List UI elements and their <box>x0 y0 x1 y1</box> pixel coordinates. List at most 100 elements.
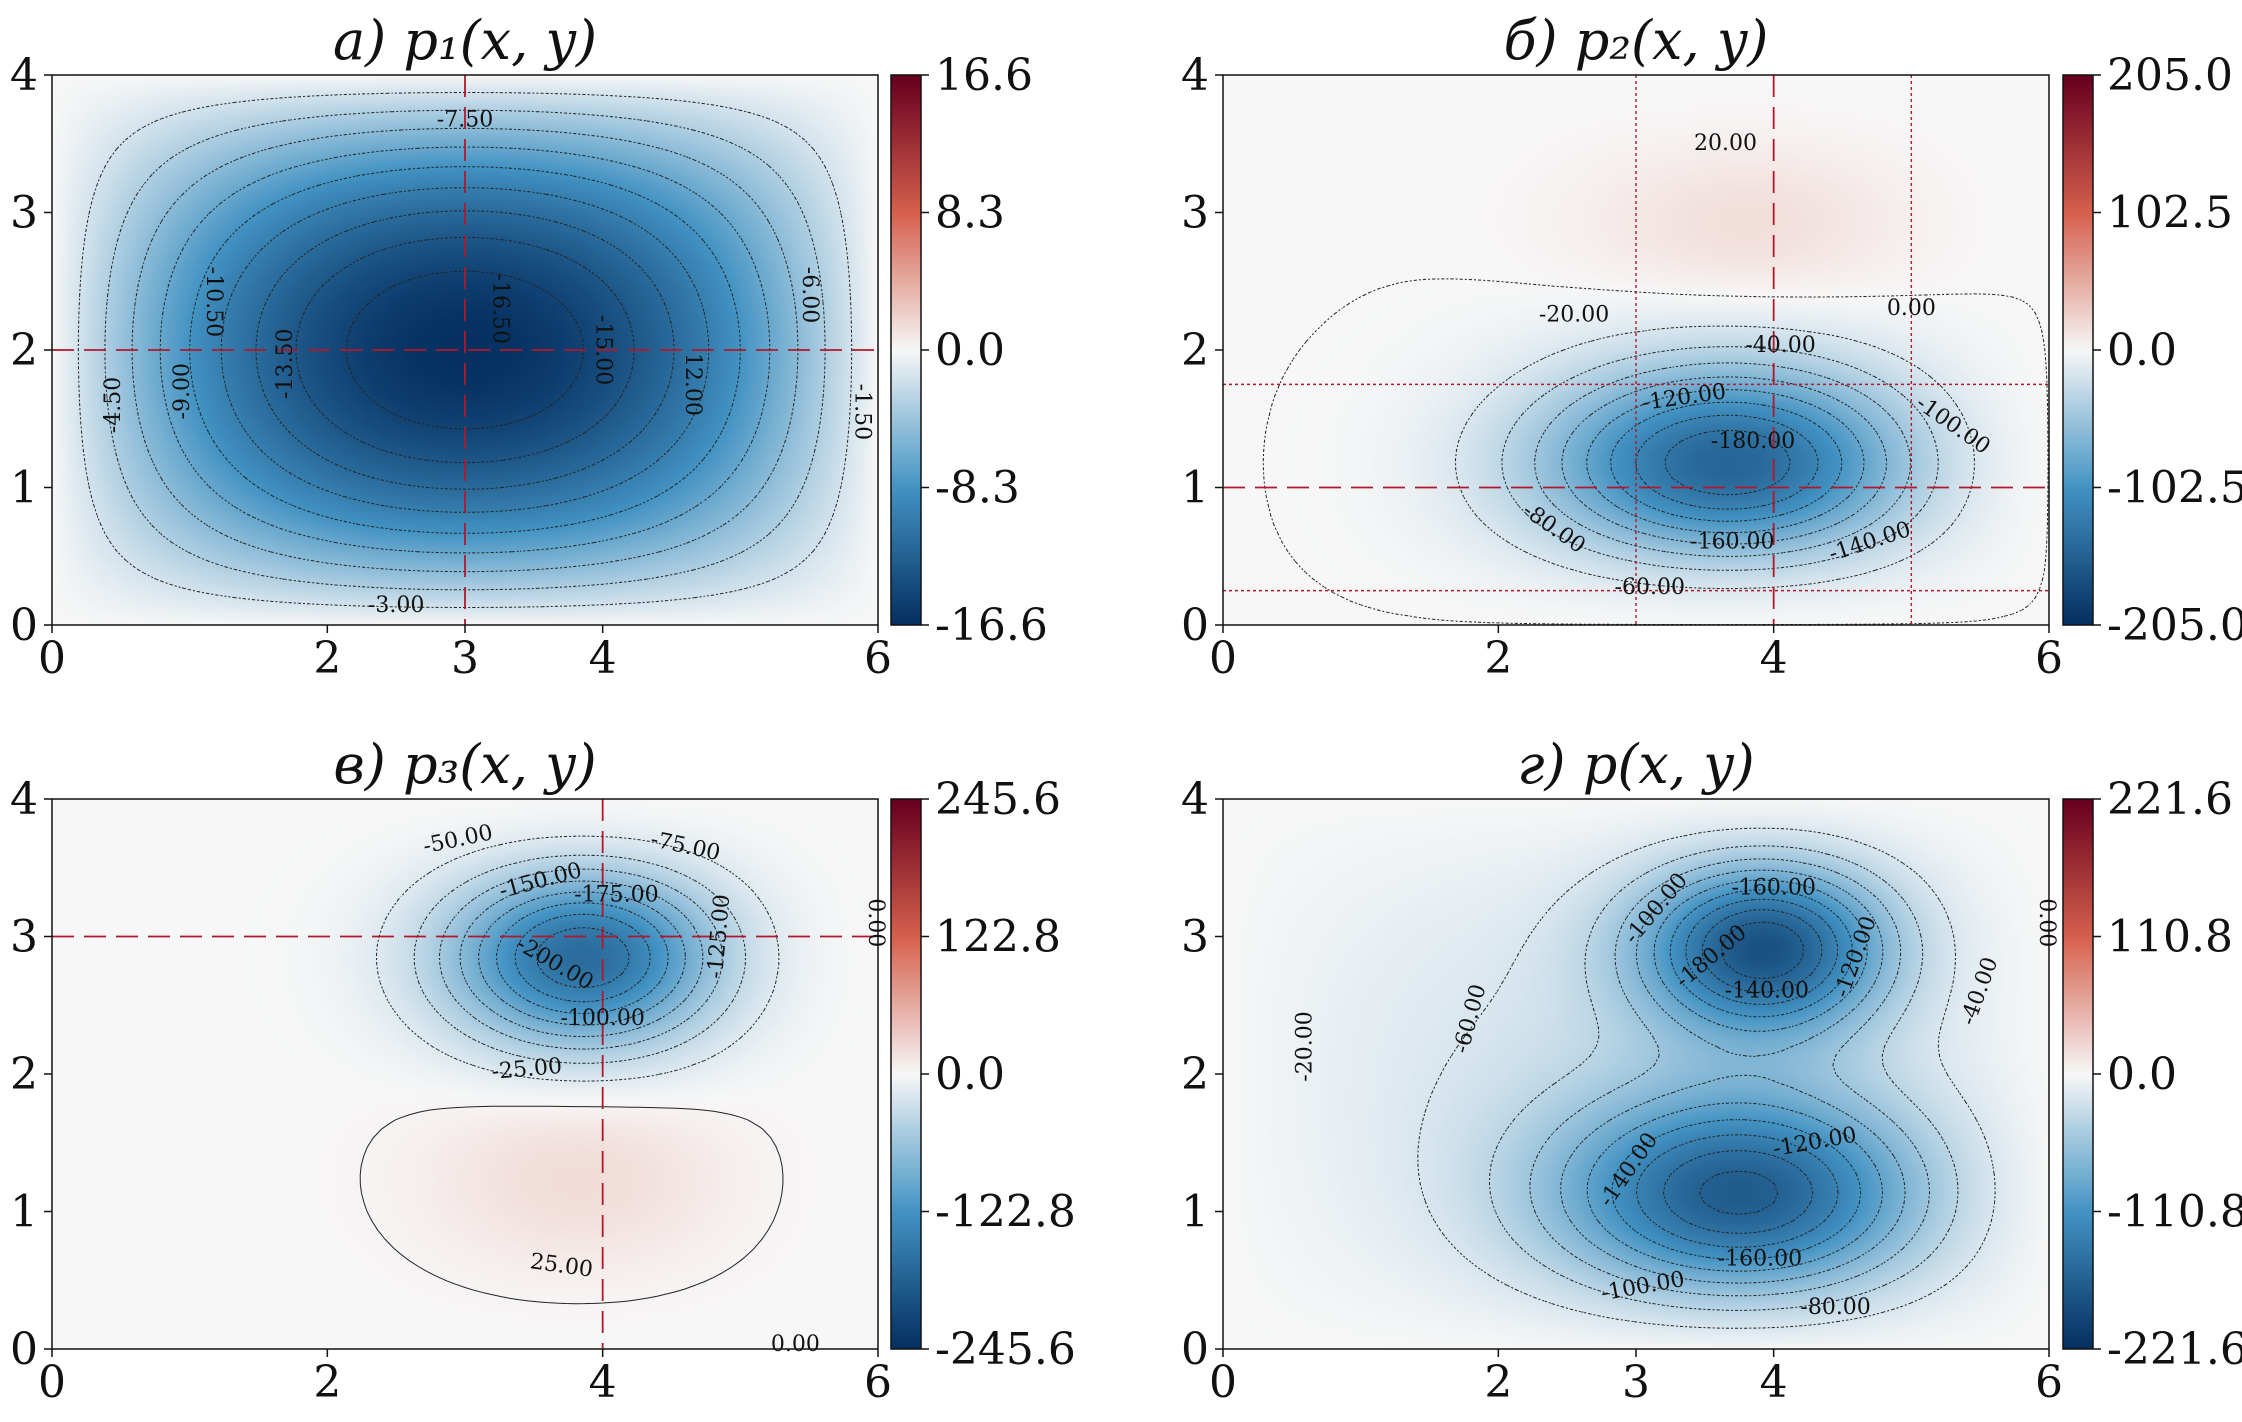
contour-line <box>459 880 704 1038</box>
colorbar-tick-label: 16.6 <box>935 50 1033 101</box>
y-tick-label: 4 <box>10 774 38 825</box>
y-tick-label: 4 <box>1181 774 1209 825</box>
contour-label: -160.00 <box>1731 875 1815 900</box>
colorbar-tick-label: -205.0 <box>2107 600 2242 651</box>
contour-line <box>359 1105 784 1305</box>
y-tick-label: 3 <box>1181 188 1209 239</box>
contour-label: 0.00 <box>771 1332 820 1357</box>
contour-label: -140.00 <box>1725 979 1809 1004</box>
contour-label: -100.00 <box>560 1006 644 1031</box>
x-tick-label: 0 <box>38 633 66 684</box>
contour-label: -16.50 <box>487 274 512 344</box>
contour-line <box>77 92 853 608</box>
contour-line <box>413 854 746 1064</box>
contour-line <box>1663 909 1823 1234</box>
contour-line <box>220 187 710 513</box>
contour-line <box>1586 879 1884 1272</box>
panel-c: -50.00 -75.00-150.00-175.00 -125.00-200.00… <box>10 733 1076 1408</box>
contour-line <box>439 868 723 1050</box>
x-tick-label: 0 <box>1209 1357 1237 1408</box>
contour-label: -20.00 <box>1293 1011 1318 1081</box>
y-tick-label: 1 <box>1181 463 1209 514</box>
y-tick-label: 0 <box>1181 600 1209 651</box>
x-tick-label: 3 <box>451 633 479 684</box>
colorbar-tick-label: -102.5 <box>2107 463 2242 514</box>
contour-label: -10.50 <box>201 267 226 337</box>
contour-line <box>1611 889 1862 1260</box>
colorbar-tick-label: 0.0 <box>935 1049 1005 1100</box>
contour-line <box>1501 346 1939 571</box>
heatmap-d <box>1223 799 2049 1349</box>
contour-label: 12.00 <box>680 353 705 416</box>
x-tick-label: 4 <box>1760 633 1788 684</box>
contour-label: -9.00 <box>170 363 195 419</box>
contour-line <box>1561 376 1887 545</box>
colorbar-tick-label: 245.6 <box>935 774 1061 825</box>
colorbar <box>891 75 921 625</box>
y-tick-label: 0 <box>1181 1324 1209 1375</box>
contour-line <box>1586 389 1865 534</box>
contour-line <box>536 927 630 988</box>
heatmap-c <box>52 799 878 1349</box>
contour-label: 0.00 <box>863 898 888 947</box>
colorbar-tick-label: -245.6 <box>935 1324 1076 1375</box>
panel-a: -7.50 -3.00 -4.50 -9.00 -10.50 -13.50 -16.50 -1… <box>10 9 1048 684</box>
contour-line <box>295 236 635 464</box>
x-tick-label: 6 <box>2035 633 2063 684</box>
y-tick-label: 2 <box>10 1049 38 1100</box>
contour-label: -7.50 <box>437 107 493 132</box>
colorbar-tick-label: 110.8 <box>2107 912 2233 963</box>
colorbar-tick-label: -8.3 <box>935 463 1020 514</box>
panel-title: б) p₂(x, y) <box>1504 9 1769 72</box>
contour-line <box>496 902 669 1015</box>
y-tick-label: 2 <box>1181 325 1209 376</box>
contour-line <box>1636 898 1839 1248</box>
y-tick-label: 0 <box>10 1324 38 1375</box>
x-tick-label: 0 <box>38 1357 66 1408</box>
contour-line <box>376 835 780 1082</box>
panel-d: -100.00 -160.00-180.00 -120.00-140.00 -40.0… <box>1181 733 2242 1408</box>
contour-line <box>1529 858 1930 1297</box>
contour-label: 0.00 <box>1887 296 1936 321</box>
colorbar-tick-label: -16.6 <box>935 600 1048 651</box>
colorbar <box>891 799 921 1349</box>
contour-label: -25.00 <box>491 1054 563 1085</box>
contour-label: -60.00 <box>1615 575 1685 600</box>
panel-title: в) p₃(x, y) <box>333 733 596 796</box>
y-tick-label: 2 <box>1181 1049 1209 1100</box>
colorbar-tick-label: 122.8 <box>935 912 1061 963</box>
contour-line <box>1534 362 1911 557</box>
heatmap-b <box>1223 75 2049 625</box>
panel-title: г) p(x, y) <box>1517 733 1755 796</box>
contour-line <box>1560 869 1906 1284</box>
y-tick-label: 1 <box>1181 1187 1209 1238</box>
y-tick-label: 3 <box>10 912 38 963</box>
x-tick-label: 4 <box>1760 1357 1788 1408</box>
colorbar <box>2063 75 2093 625</box>
contour-label: -80.00 <box>1800 1295 1870 1320</box>
contour-line <box>1455 325 1975 590</box>
colorbar-tick-label: -221.6 <box>2107 1324 2242 1375</box>
contour-label: -4.50 <box>101 377 126 433</box>
y-tick-label: 1 <box>10 463 38 514</box>
y-tick-label: 3 <box>10 188 38 239</box>
colorbar-tick-label: 221.6 <box>2107 774 2233 825</box>
x-tick-label: 6 <box>2035 1357 2063 1408</box>
contour-label: -160.00 <box>1690 530 1774 555</box>
contour-label: 20.00 <box>1694 131 1757 156</box>
contour-line <box>514 913 651 1003</box>
contour-label: -180.00 <box>1711 429 1795 454</box>
contour-line <box>104 109 826 591</box>
x-tick-label: 2 <box>313 1357 341 1408</box>
contour-line <box>1610 401 1843 522</box>
x-tick-label: 2 <box>1484 633 1512 684</box>
colorbar <box>2063 799 2093 1349</box>
x-tick-label: 2 <box>1484 1357 1512 1408</box>
contour-label: -6.00 <box>797 267 822 323</box>
contour-line <box>1699 921 1804 1215</box>
y-tick-label: 4 <box>10 50 38 101</box>
colorbar-tick-label: -110.8 <box>2107 1187 2242 1238</box>
x-tick-label: 4 <box>589 1357 617 1408</box>
contour-line <box>255 210 675 490</box>
